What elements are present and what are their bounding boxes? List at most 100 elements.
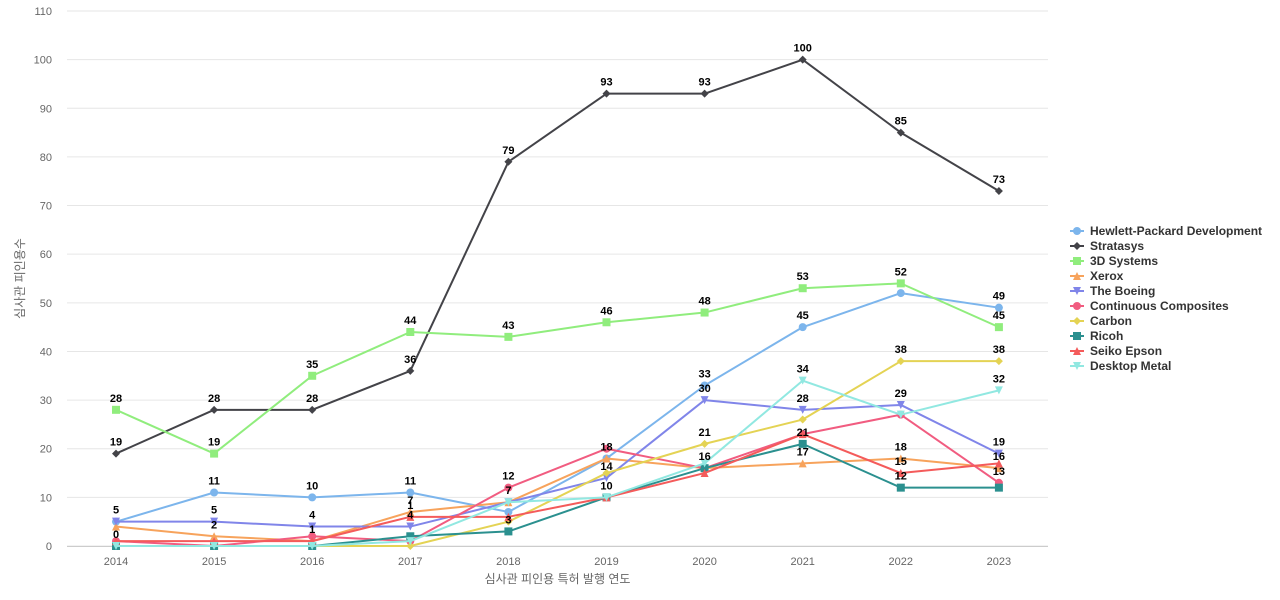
legend-item[interactable]: Stratasys: [1070, 239, 1144, 253]
series-line: [116, 379, 1000, 547]
data-label: 19: [208, 437, 220, 449]
data-label: 4: [309, 510, 316, 522]
legend-item[interactable]: Continuous Composites: [1070, 299, 1229, 313]
data-point: [700, 469, 709, 478]
data-point: [994, 386, 1003, 395]
data-label: 93: [698, 77, 710, 89]
data-point: [798, 439, 807, 448]
data-point: [504, 507, 513, 516]
data-point: [308, 371, 317, 380]
legend-label: The Boeing: [1090, 284, 1155, 298]
y-axis-title: 심사관 피인용수: [13, 238, 27, 319]
legend-label: Desktop Metal: [1090, 359, 1171, 373]
legend-marker: [1073, 287, 1081, 295]
series-line: [115, 58, 1000, 455]
series-line: [115, 292, 1000, 523]
legend-marker: [1073, 272, 1081, 280]
data-point: [308, 522, 317, 531]
x-tick-label: 2022: [889, 556, 913, 568]
data-label: 2: [211, 519, 217, 531]
y-tick-label: 30: [40, 395, 52, 407]
x-tick-label: 2019: [594, 556, 618, 568]
data-label: 16: [993, 451, 1005, 463]
y-tick-label: 110: [34, 6, 52, 18]
data-label: 32: [993, 373, 1005, 385]
legend-item[interactable]: Ricoh: [1070, 329, 1123, 343]
legend-item[interactable]: Xerox: [1070, 269, 1124, 283]
data-point: [602, 454, 611, 463]
legend-marker: [1073, 362, 1081, 370]
data-label: 53: [797, 271, 809, 283]
legend-item[interactable]: Carbon: [1070, 314, 1132, 328]
data-label: 38: [993, 344, 1005, 356]
data-point: [798, 284, 807, 293]
data-point: [406, 532, 415, 541]
data-point: [896, 454, 905, 463]
data-point: [994, 186, 1003, 195]
data-point: [700, 459, 709, 468]
x-tick-label: 2021: [790, 556, 814, 568]
y-tick-label: 10: [40, 492, 52, 504]
data-point: [112, 542, 120, 550]
data-label: 4: [407, 510, 414, 522]
data-point: [504, 527, 513, 536]
data-label: 35: [306, 359, 318, 371]
data-point: [406, 537, 415, 546]
y-tick-label: 20: [40, 444, 52, 456]
data-label: 19: [993, 437, 1005, 449]
x-tick-label: 2020: [692, 556, 716, 568]
legend-label: Ricoh: [1090, 329, 1123, 343]
data-point: [602, 469, 611, 478]
series-2: [112, 279, 1003, 458]
data-point: [504, 512, 513, 521]
data-label: 46: [600, 305, 612, 317]
data-point: [112, 405, 120, 414]
legend-marker: [1073, 302, 1081, 310]
legend-label: Xerox: [1090, 269, 1124, 283]
data-point: [896, 483, 905, 492]
data-label: 73: [993, 174, 1005, 186]
legend-item[interactable]: The Boeing: [1070, 284, 1155, 298]
data-point: [994, 449, 1003, 458]
grid-lines: [67, 10, 1048, 547]
legend-item[interactable]: 3D Systems: [1070, 254, 1158, 268]
series-9: [112, 376, 1003, 550]
data-point: [700, 308, 709, 317]
data-label: 5: [211, 505, 217, 517]
series-6: [112, 357, 1003, 550]
data-label: 34: [797, 364, 810, 376]
legend-item[interactable]: Hewlett-Packard Development: [1070, 224, 1262, 238]
data-point: [994, 464, 1003, 473]
data-label: 7: [407, 495, 413, 507]
data-point: [896, 469, 905, 478]
data-label: 28: [306, 393, 318, 405]
data-point: [308, 532, 317, 541]
data-label: 10: [306, 480, 318, 492]
data-point: [406, 512, 415, 521]
data-point: [896, 357, 905, 366]
x-tick-label: 2015: [202, 556, 226, 568]
series-group: [112, 55, 1003, 550]
y-tick-label: 100: [34, 55, 52, 67]
data-label: 18: [600, 441, 612, 453]
data-point: [602, 318, 611, 327]
data-label: 43: [502, 320, 514, 332]
data-label: 45: [797, 310, 809, 322]
legend-item[interactable]: Seiko Epson: [1070, 344, 1162, 358]
legend-marker: [1073, 227, 1081, 235]
series-4: [112, 396, 1003, 531]
legend-marker: [1073, 257, 1081, 265]
series-line: [115, 282, 1000, 455]
data-point: [602, 473, 611, 482]
data-label: 33: [698, 369, 710, 381]
data-point: [308, 542, 317, 550]
data-point: [700, 396, 709, 405]
data-point: [700, 439, 709, 448]
data-point: [994, 323, 1003, 332]
data-point: [896, 279, 905, 288]
legend-item[interactable]: Desktop Metal: [1070, 359, 1171, 373]
data-point: [308, 405, 317, 414]
data-label: 29: [895, 388, 907, 400]
